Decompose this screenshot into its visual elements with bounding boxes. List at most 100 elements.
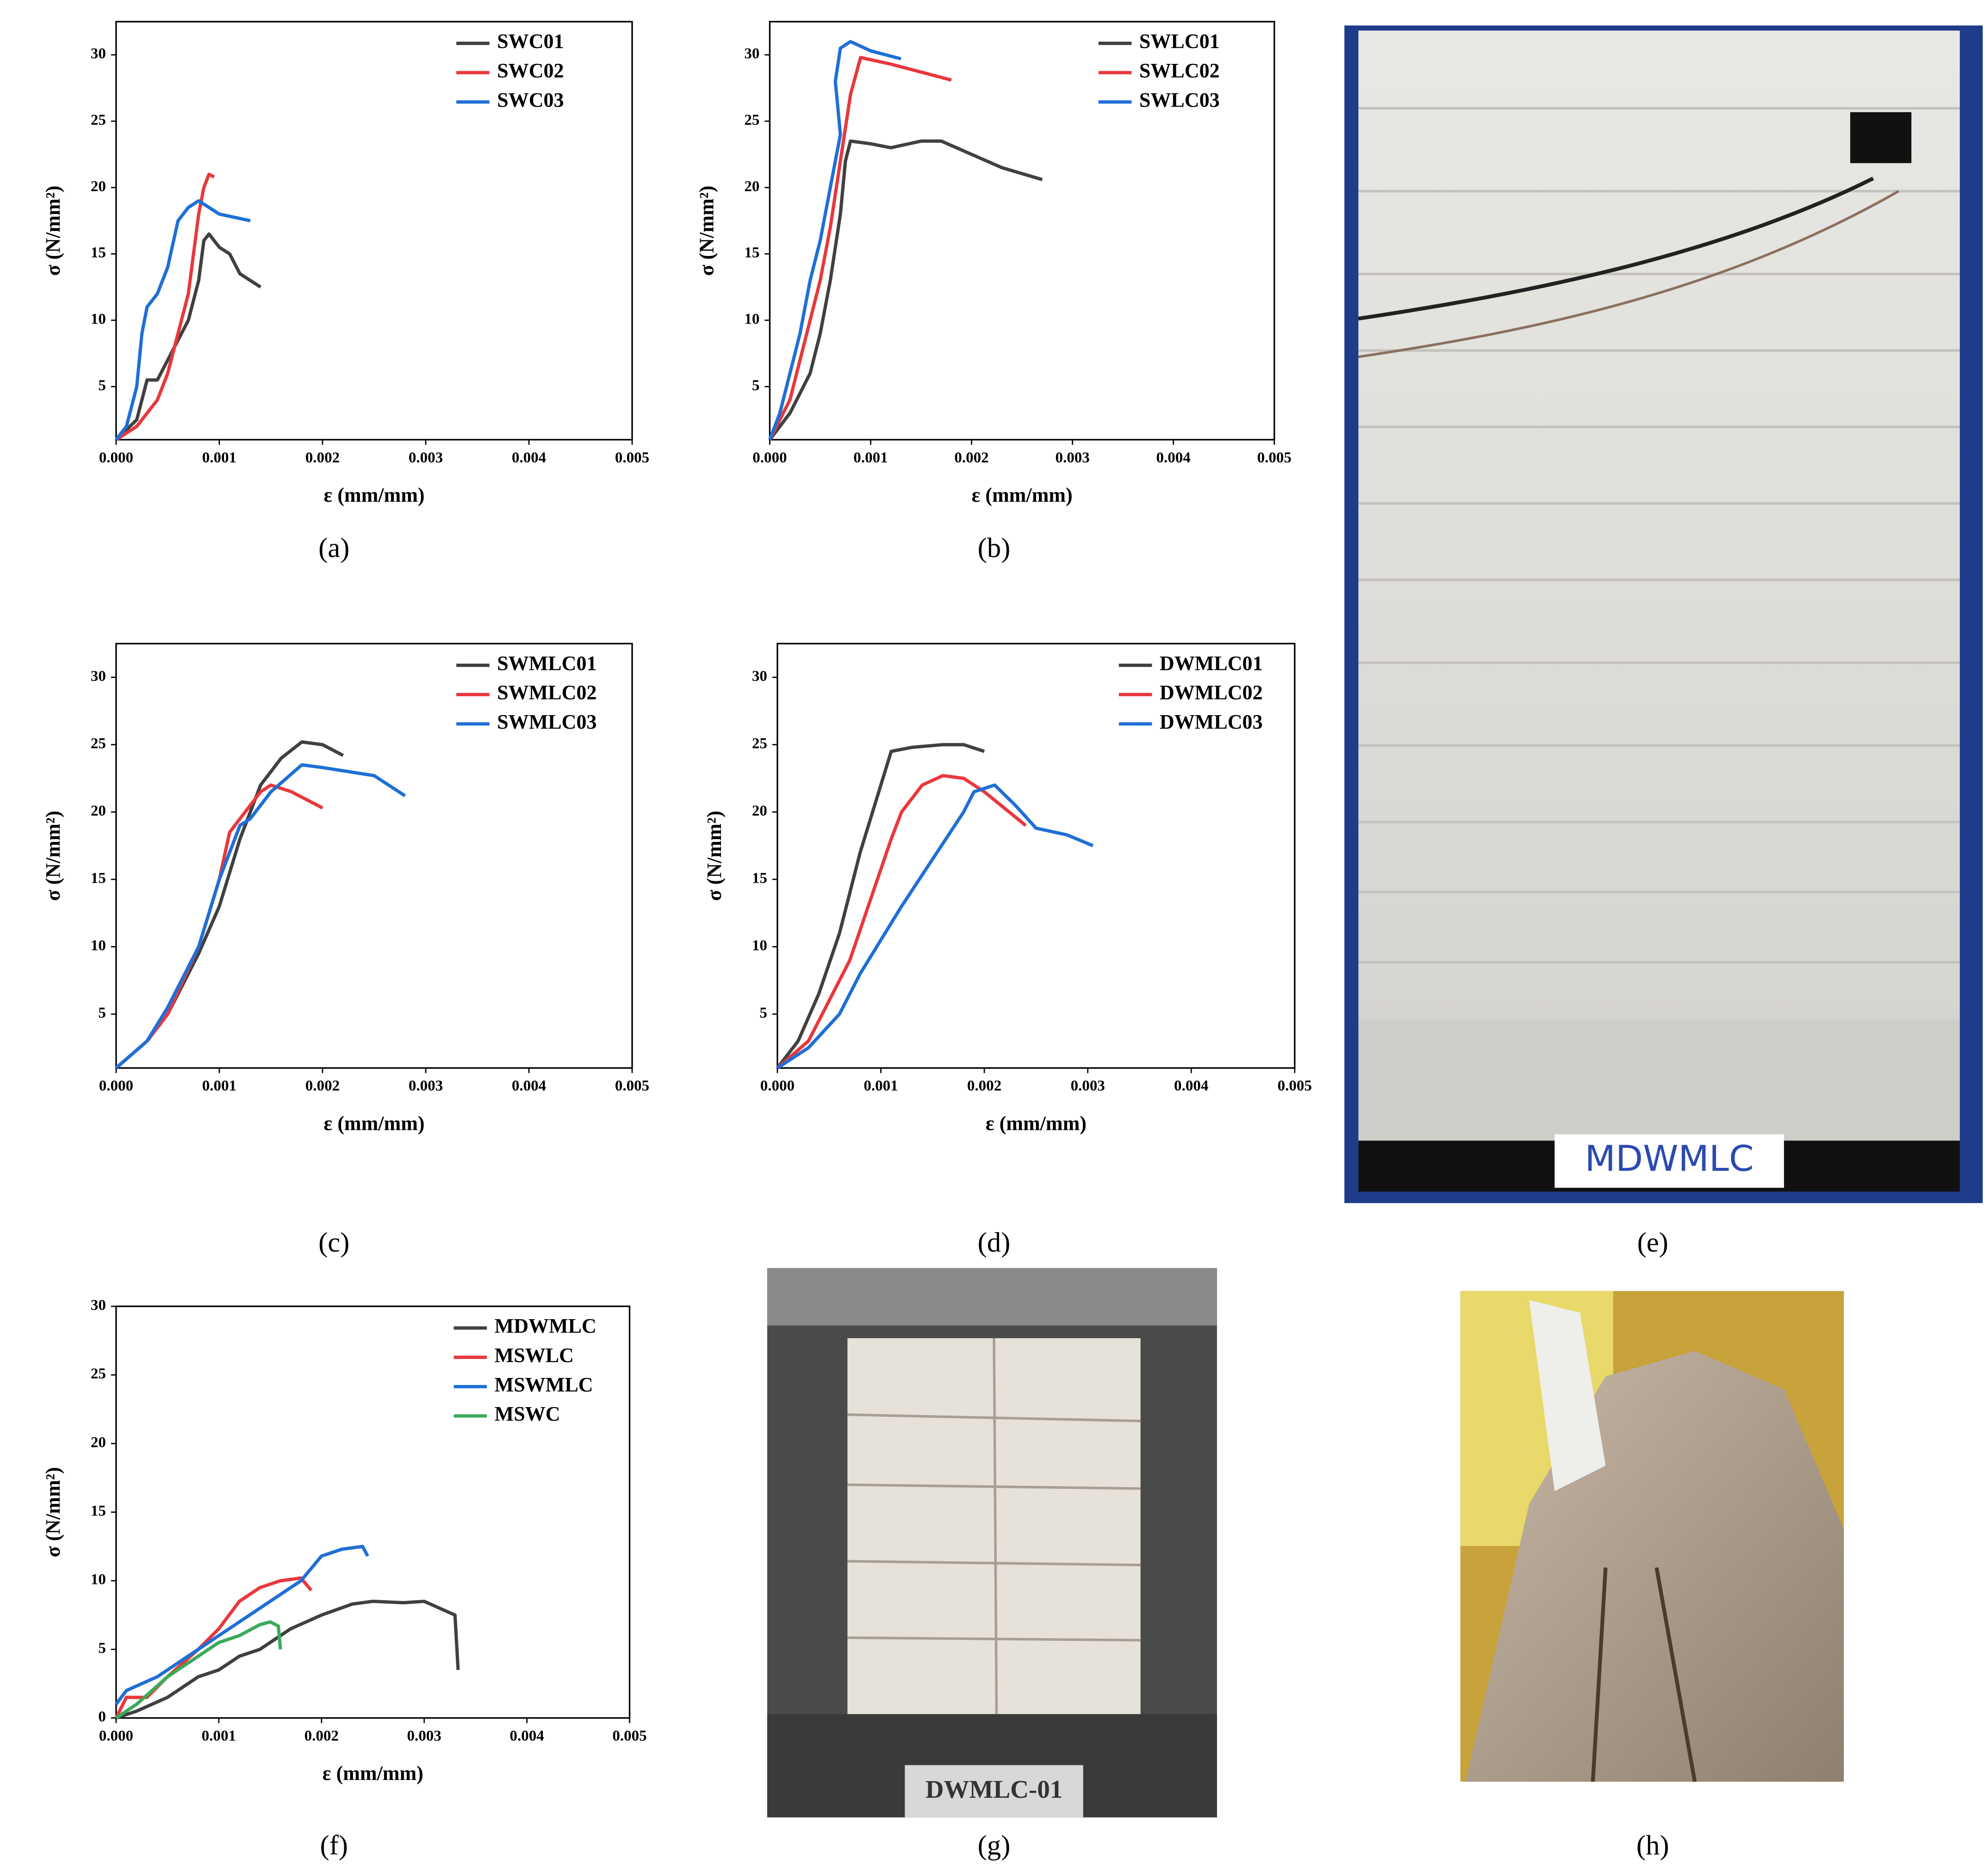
photo-caption: MDWMLC [1585,1138,1754,1179]
x-tick-label: 0.003 [409,449,443,466]
label-card [905,1765,1083,1818]
y-tick-label: 30 [91,1297,106,1314]
data-line [115,1620,282,1720]
plot-frame [777,642,1296,1069]
y-axis-title: σ (N/mm²) [42,1467,64,1557]
y-tick-label: 0 [98,1708,106,1725]
data-line [115,199,251,441]
y-tick-label: 25 [91,1365,106,1382]
x-tick-label: 0.005 [1257,449,1292,466]
plot-frame [115,642,633,1069]
x-tick-label: 0.000 [752,449,787,466]
x-tick-label: 0.000 [99,449,133,466]
data-line [768,139,1043,441]
panel-label: (a) [318,532,349,563]
legend-label: SWC01 [497,30,564,53]
data-line [776,743,985,1069]
press-plate [767,1268,1217,1326]
y-tick-label: 10 [91,937,106,954]
x-tick-label: 0.005 [615,1078,649,1094]
data-line [114,1576,313,1719]
panel-label: (e) [1637,1227,1668,1258]
photo-caption: DWMLC-01 [926,1775,1063,1803]
y-tick-label: 25 [91,112,106,128]
chart: 0.000 0.001 0.002 0.003 0.004 0.005 5 10 15 20 25 3… [42,21,649,563]
y-tick-label: 10 [752,937,767,954]
legend-label: DWMLC01 [1160,652,1263,674]
legend-label: MSWC [495,1402,560,1425]
legend-label: DWMLC02 [1160,681,1263,704]
data-line [768,56,952,441]
data-line [768,40,901,441]
crack [1590,1567,1697,1782]
x-tick-label: 0.003 [409,1078,443,1094]
legend-label: SWLC02 [1139,59,1220,82]
panel-label: (d) [978,1227,1011,1258]
sensor [1850,112,1912,163]
legend-label: SWC03 [497,88,564,111]
plot-frame [769,21,1275,441]
x-tick-label: 0.005 [615,449,649,466]
legend-label: SWLC01 [1139,30,1220,53]
cracks [847,1338,1141,1714]
y-tick-label: 10 [91,311,106,327]
y-tick-label: 15 [91,1502,106,1519]
label-card [1554,1134,1784,1188]
panel-label: (c) [318,1227,349,1258]
x-tick-label: 0.005 [1278,1078,1312,1094]
legend-label: SWMLC02 [497,681,596,704]
y-tick-label: 5 [98,1004,106,1021]
x-tick-label: 0.004 [509,1727,544,1744]
data-line [115,232,262,441]
plot-frame [115,21,633,441]
cable [1358,176,1874,321]
y-tick-label: 30 [91,45,106,62]
fragment [1529,1300,1606,1491]
y-tick-label: 20 [91,1434,106,1451]
y-tick-label: 15 [744,244,759,261]
legend-label: SWC02 [497,59,564,82]
x-tick-label: 0.002 [967,1078,1001,1094]
x-tick-label: 0.001 [864,1078,898,1094]
panel-label: (h) [1636,1830,1669,1861]
x-tick-label: 0.001 [202,449,236,466]
y-axis-title: σ (N/mm²) [703,810,726,901]
y-tick-label: 25 [752,735,767,752]
photo-h [1460,1291,1844,1782]
legend-label: SWMLC03 [497,711,596,733]
plot-frame [115,1305,631,1719]
x-tick-label: 0.001 [853,449,888,466]
photo-e: MDWMLC [1344,25,1983,1203]
photo-g: DWMLC-01 [767,1268,1217,1818]
data-line [776,783,1094,1070]
y-tick-label: 5 [98,1640,106,1657]
x-tick-label: 0.001 [202,1078,236,1094]
x-axis-title: ε (mm/mm) [323,484,424,506]
x-tick-label: 0.000 [99,1078,133,1094]
y-tick-label: 15 [752,870,767,886]
wall [1358,31,1960,1038]
panel-label: (b) [978,532,1011,563]
x-tick-label: 0.001 [202,1727,236,1744]
x-tick-label: 0.005 [612,1727,646,1744]
y-tick-label: 5 [759,1004,767,1021]
data-line [776,774,1027,1070]
y-tick-label: 15 [91,244,106,261]
x-axis-title: ε (mm/mm) [323,1762,423,1785]
y-tick-label: 5 [752,377,760,394]
y-tick-label: 25 [744,112,759,128]
y-tick-label: 20 [91,178,106,195]
data-line [115,172,215,441]
y-tick-label: 30 [91,668,106,685]
data-line [115,1600,460,1720]
legend-label: SWLC03 [1139,88,1220,111]
x-tick-label: 0.000 [99,1727,133,1744]
y-tick-label: 20 [91,803,106,819]
x-tick-label: 0.000 [760,1078,795,1094]
y-axis-title: σ (N/mm²) [42,186,64,276]
cable [1358,190,1900,358]
x-axis-title: ε (mm/mm) [986,1112,1087,1134]
y-tick-label: 10 [744,311,759,327]
